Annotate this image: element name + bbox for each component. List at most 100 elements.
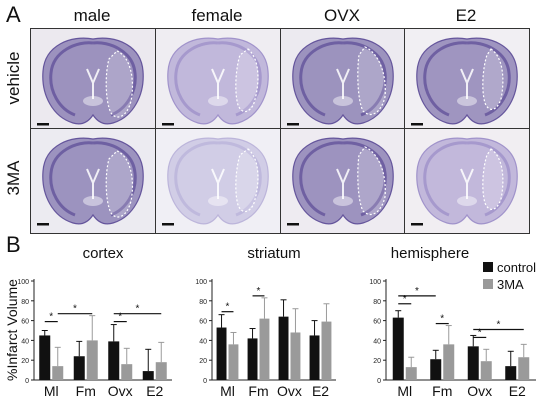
significance-star-0-3: *: [136, 304, 140, 315]
column-title-e2: E2: [455, 6, 477, 25]
brain-slice-vehicle-e2: [404, 28, 530, 134]
category-label-0-2: Ovx: [108, 383, 133, 399]
category-label-1-0: Ml: [220, 383, 235, 399]
y-tick-label-1-5: 100: [195, 279, 207, 286]
panel-b-letter: B: [6, 232, 21, 257]
bar-1-Fm-control: [247, 338, 258, 380]
category-label-0-0: Ml: [44, 383, 59, 399]
cortex-layer: [49, 41, 137, 117]
scale-bar: [37, 123, 49, 126]
cortex-layer: [174, 41, 262, 117]
y-tick-label-2-2: 40: [373, 338, 381, 345]
significance-star-1-0: *: [226, 302, 230, 313]
bar-0-E2-3MA: [155, 362, 167, 380]
category-label-1-2: Ovx: [277, 383, 302, 399]
infarct-outline: [357, 46, 386, 116]
third-ventricle-shape: [83, 196, 103, 206]
significance-star-0-2: *: [118, 312, 122, 323]
cortex-layer: [299, 141, 387, 217]
third-ventricle-shape: [208, 196, 228, 206]
brain-slice-vehicle-male: [30, 28, 156, 134]
significance-star-2-0: *: [403, 294, 407, 305]
y-tick-label-2-4: 80: [373, 299, 381, 306]
scale-bar: [411, 123, 423, 126]
significance-star-1-1: *: [257, 286, 261, 297]
y-tick-label-0-3: 60: [21, 319, 29, 326]
brain-slice-vehicle-ovx: [280, 28, 406, 134]
bar-2-Ovx-control: [467, 346, 479, 380]
scale-bar: [287, 223, 299, 226]
category-label-1-1: Fm: [248, 383, 268, 399]
y-tick-label-2-1: 20: [373, 358, 381, 365]
category-label-2-1: Fm: [432, 383, 452, 399]
bar-2-Ovx-3MA: [480, 361, 492, 380]
scale-bar: [162, 123, 174, 126]
bar-2-Fm-control: [430, 359, 442, 380]
chart-title-0: cortex: [83, 245, 124, 262]
y-tick-label-1-0: 0: [203, 378, 207, 385]
cortex-layer: [49, 141, 137, 217]
infarct-outline: [235, 48, 259, 113]
significance-star-2-4: *: [497, 320, 501, 331]
bar-0-Ml-3MA: [52, 366, 64, 380]
significance-star-2-3: *: [478, 327, 482, 338]
ventricle-shape: [460, 168, 474, 199]
significance-star-0-0: *: [49, 312, 53, 323]
bar-0-Fm-3MA: [86, 340, 98, 380]
y-axis-label: %Infarct Volume: [4, 279, 20, 381]
third-ventricle-shape: [333, 96, 353, 106]
third-ventricle-shape: [457, 96, 477, 106]
bar-1-Ovx-3MA: [290, 332, 301, 380]
y-tick-label-0-4: 80: [21, 299, 29, 306]
bar-2-Ml-control: [392, 317, 404, 380]
scale-bar: [37, 223, 49, 226]
brain-slice-vehicle-female: [155, 28, 281, 134]
brain-slice-3ma-e2: [404, 128, 530, 234]
bar-0-Ovx-control: [108, 341, 120, 380]
y-tick-label-2-3: 60: [373, 319, 381, 326]
ventricle-shape: [211, 68, 225, 99]
ventricle-shape: [336, 68, 350, 99]
cortex-layer: [299, 41, 387, 117]
legend-label-3MA: 3MA: [497, 277, 524, 292]
significance-star-0-1: *: [73, 304, 77, 315]
chart-title-1: striatum: [247, 245, 300, 262]
ventricle-shape: [86, 68, 100, 99]
bar-1-E2-control: [309, 335, 320, 380]
y-tick-label-0-5: 100: [17, 279, 29, 286]
scale-bar: [411, 223, 423, 226]
bar-1-Ovx-control: [278, 316, 289, 380]
brain-slice-3ma-female: [155, 128, 281, 234]
y-tick-label-1-3: 60: [199, 319, 207, 326]
cortex-layer: [174, 141, 262, 217]
bar-0-E2-control: [142, 371, 154, 380]
infarct-outline: [105, 150, 134, 218]
y-tick-label-1-2: 40: [199, 338, 207, 345]
category-label-2-0: Ml: [397, 383, 412, 399]
third-ventricle-shape: [457, 196, 477, 206]
bar-2-Ml-3MA: [405, 367, 417, 380]
infarct-outline: [235, 148, 259, 213]
category-label-0-1: Fm: [76, 383, 96, 399]
category-label-2-3: E2: [509, 383, 526, 399]
bar-2-Fm-3MA: [443, 344, 455, 380]
column-title-female: female: [191, 6, 243, 25]
y-tick-label-2-0: 0: [377, 378, 381, 385]
category-label-2-2: Ovx: [467, 383, 492, 399]
legend-swatch-3MA: [483, 279, 493, 289]
infarct-outline: [482, 48, 504, 110]
category-label-1-3: E2: [312, 383, 329, 399]
panel-a-letter: A: [6, 2, 21, 27]
ventricle-shape: [460, 68, 474, 99]
bar-0-Ovx-3MA: [121, 364, 133, 380]
column-title-ovx: OVX: [324, 6, 360, 25]
bar-1-Ml-control: [216, 327, 227, 380]
infarct-outline: [105, 50, 134, 118]
bar-0-Ml-control: [39, 335, 51, 380]
ventricle-shape: [211, 168, 225, 199]
infarct-outline: [482, 148, 504, 210]
infarct-outline: [357, 146, 386, 216]
bar-2-E2-control: [505, 366, 517, 380]
bar-0-Fm-control: [73, 356, 85, 380]
